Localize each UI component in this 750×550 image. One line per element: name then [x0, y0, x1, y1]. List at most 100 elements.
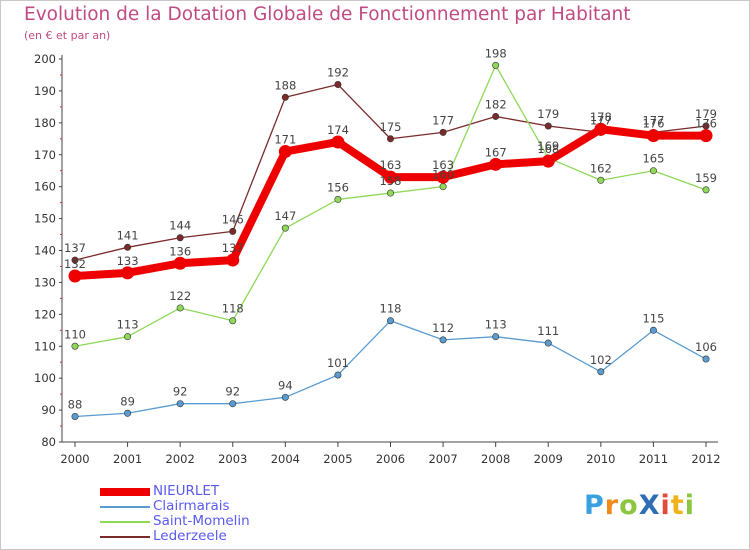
data-label: 179 — [537, 107, 559, 121]
data-label: 158 — [380, 174, 402, 188]
x-tick-label: 2006 — [376, 452, 405, 466]
data-point — [702, 355, 710, 363]
data-label: 88 — [68, 397, 83, 411]
legend-label: Lederzeele — [153, 528, 227, 544]
data-label: 102 — [590, 353, 612, 367]
data-label: 122 — [169, 289, 191, 303]
proxiti-logo: ProXiti — [584, 490, 695, 521]
data-point — [334, 195, 342, 203]
data-point — [68, 269, 82, 283]
data-label: 177 — [642, 113, 664, 127]
data-label: 146 — [222, 212, 244, 226]
data-point — [544, 122, 552, 130]
data-label: 168 — [537, 142, 559, 156]
logo-letter: X — [638, 490, 661, 521]
data-label: 144 — [169, 219, 191, 233]
logo-letter: i — [684, 490, 695, 521]
data-label: 141 — [117, 228, 139, 242]
data-label: 178 — [590, 110, 612, 124]
legend-label: NIEURLET — [153, 483, 220, 499]
data-label: 111 — [537, 324, 559, 338]
data-label: 177 — [590, 113, 612, 127]
y-tick-label: 110 — [34, 339, 56, 353]
data-label: 176 — [695, 117, 717, 131]
x-tick-label: 2000 — [60, 452, 89, 466]
data-point — [439, 336, 447, 344]
data-point — [124, 333, 132, 341]
data-label: 176 — [642, 117, 664, 131]
data-label: 159 — [695, 171, 717, 185]
data-point — [176, 400, 184, 408]
data-label: 182 — [485, 97, 507, 111]
x-tick-label: 2012 — [691, 452, 720, 466]
data-point — [489, 157, 503, 171]
data-label: 113 — [117, 318, 139, 332]
data-point — [492, 112, 500, 120]
x-tick-label: 2004 — [271, 452, 300, 466]
data-label: 174 — [327, 123, 349, 137]
data-label: 137 — [64, 241, 86, 255]
data-point — [229, 317, 237, 325]
data-point — [278, 145, 292, 159]
data-point — [71, 412, 79, 420]
legend-item: Saint-Momelin — [100, 514, 250, 529]
x-tick-label: 2010 — [586, 452, 615, 466]
data-point — [229, 400, 237, 408]
data-label: 156 — [327, 180, 349, 194]
logo-letter: r — [604, 490, 620, 521]
y-tick-label: 180 — [34, 116, 56, 130]
legend-swatch — [100, 487, 150, 496]
x-tick-label: 2002 — [166, 452, 195, 466]
data-point — [597, 368, 605, 376]
data-label: 118 — [222, 302, 244, 316]
x-tick-label: 2011 — [639, 452, 668, 466]
data-label: 163 — [380, 158, 402, 172]
data-label: 162 — [590, 161, 612, 175]
data-label: 137 — [222, 241, 244, 255]
data-point — [226, 253, 240, 267]
data-point — [334, 81, 342, 89]
x-tick-label: 2003 — [218, 452, 247, 466]
y-tick-label: 200 — [34, 52, 56, 66]
data-label: 110 — [64, 327, 86, 341]
chart-subtitle: (en € et par an) — [24, 29, 111, 42]
series-line-clairmarais — [74, 320, 707, 418]
x-tick-label: 2001 — [113, 452, 142, 466]
y-tick-label: 100 — [34, 371, 56, 385]
data-point — [439, 183, 447, 191]
data-label: 106 — [695, 340, 717, 354]
data-label: 101 — [327, 356, 349, 370]
data-label: 92 — [173, 385, 188, 399]
data-label: 92 — [225, 385, 240, 399]
y-tick-label: 120 — [34, 307, 56, 321]
data-label: 169 — [537, 139, 559, 153]
data-label: 192 — [327, 66, 349, 80]
logo-letter: P — [584, 490, 605, 521]
y-tick-label: 150 — [34, 212, 56, 226]
data-label: 167 — [485, 145, 507, 159]
data-point — [229, 227, 237, 235]
legend-item: NIEURLET — [100, 484, 250, 499]
x-tick-label: 2008 — [481, 452, 510, 466]
data-point — [649, 167, 657, 175]
y-tick-label: 160 — [34, 180, 56, 194]
data-point — [71, 342, 79, 350]
data-label: 136 — [169, 244, 191, 258]
legend-swatch — [100, 520, 150, 523]
legend-item: Clairmarais — [100, 499, 250, 514]
data-label: 133 — [117, 254, 139, 268]
data-label: 198 — [485, 46, 507, 60]
data-label: 118 — [380, 302, 402, 316]
data-point — [121, 266, 135, 280]
data-label: 160 — [432, 168, 454, 182]
data-label: 175 — [380, 120, 402, 134]
data-label: 112 — [432, 321, 454, 335]
data-point — [281, 93, 289, 101]
data-point — [646, 129, 660, 143]
data-label: 163 — [432, 158, 454, 172]
data-point — [384, 170, 397, 184]
data-point — [541, 154, 555, 168]
data-point — [71, 256, 79, 264]
data-label: 147 — [274, 209, 296, 223]
